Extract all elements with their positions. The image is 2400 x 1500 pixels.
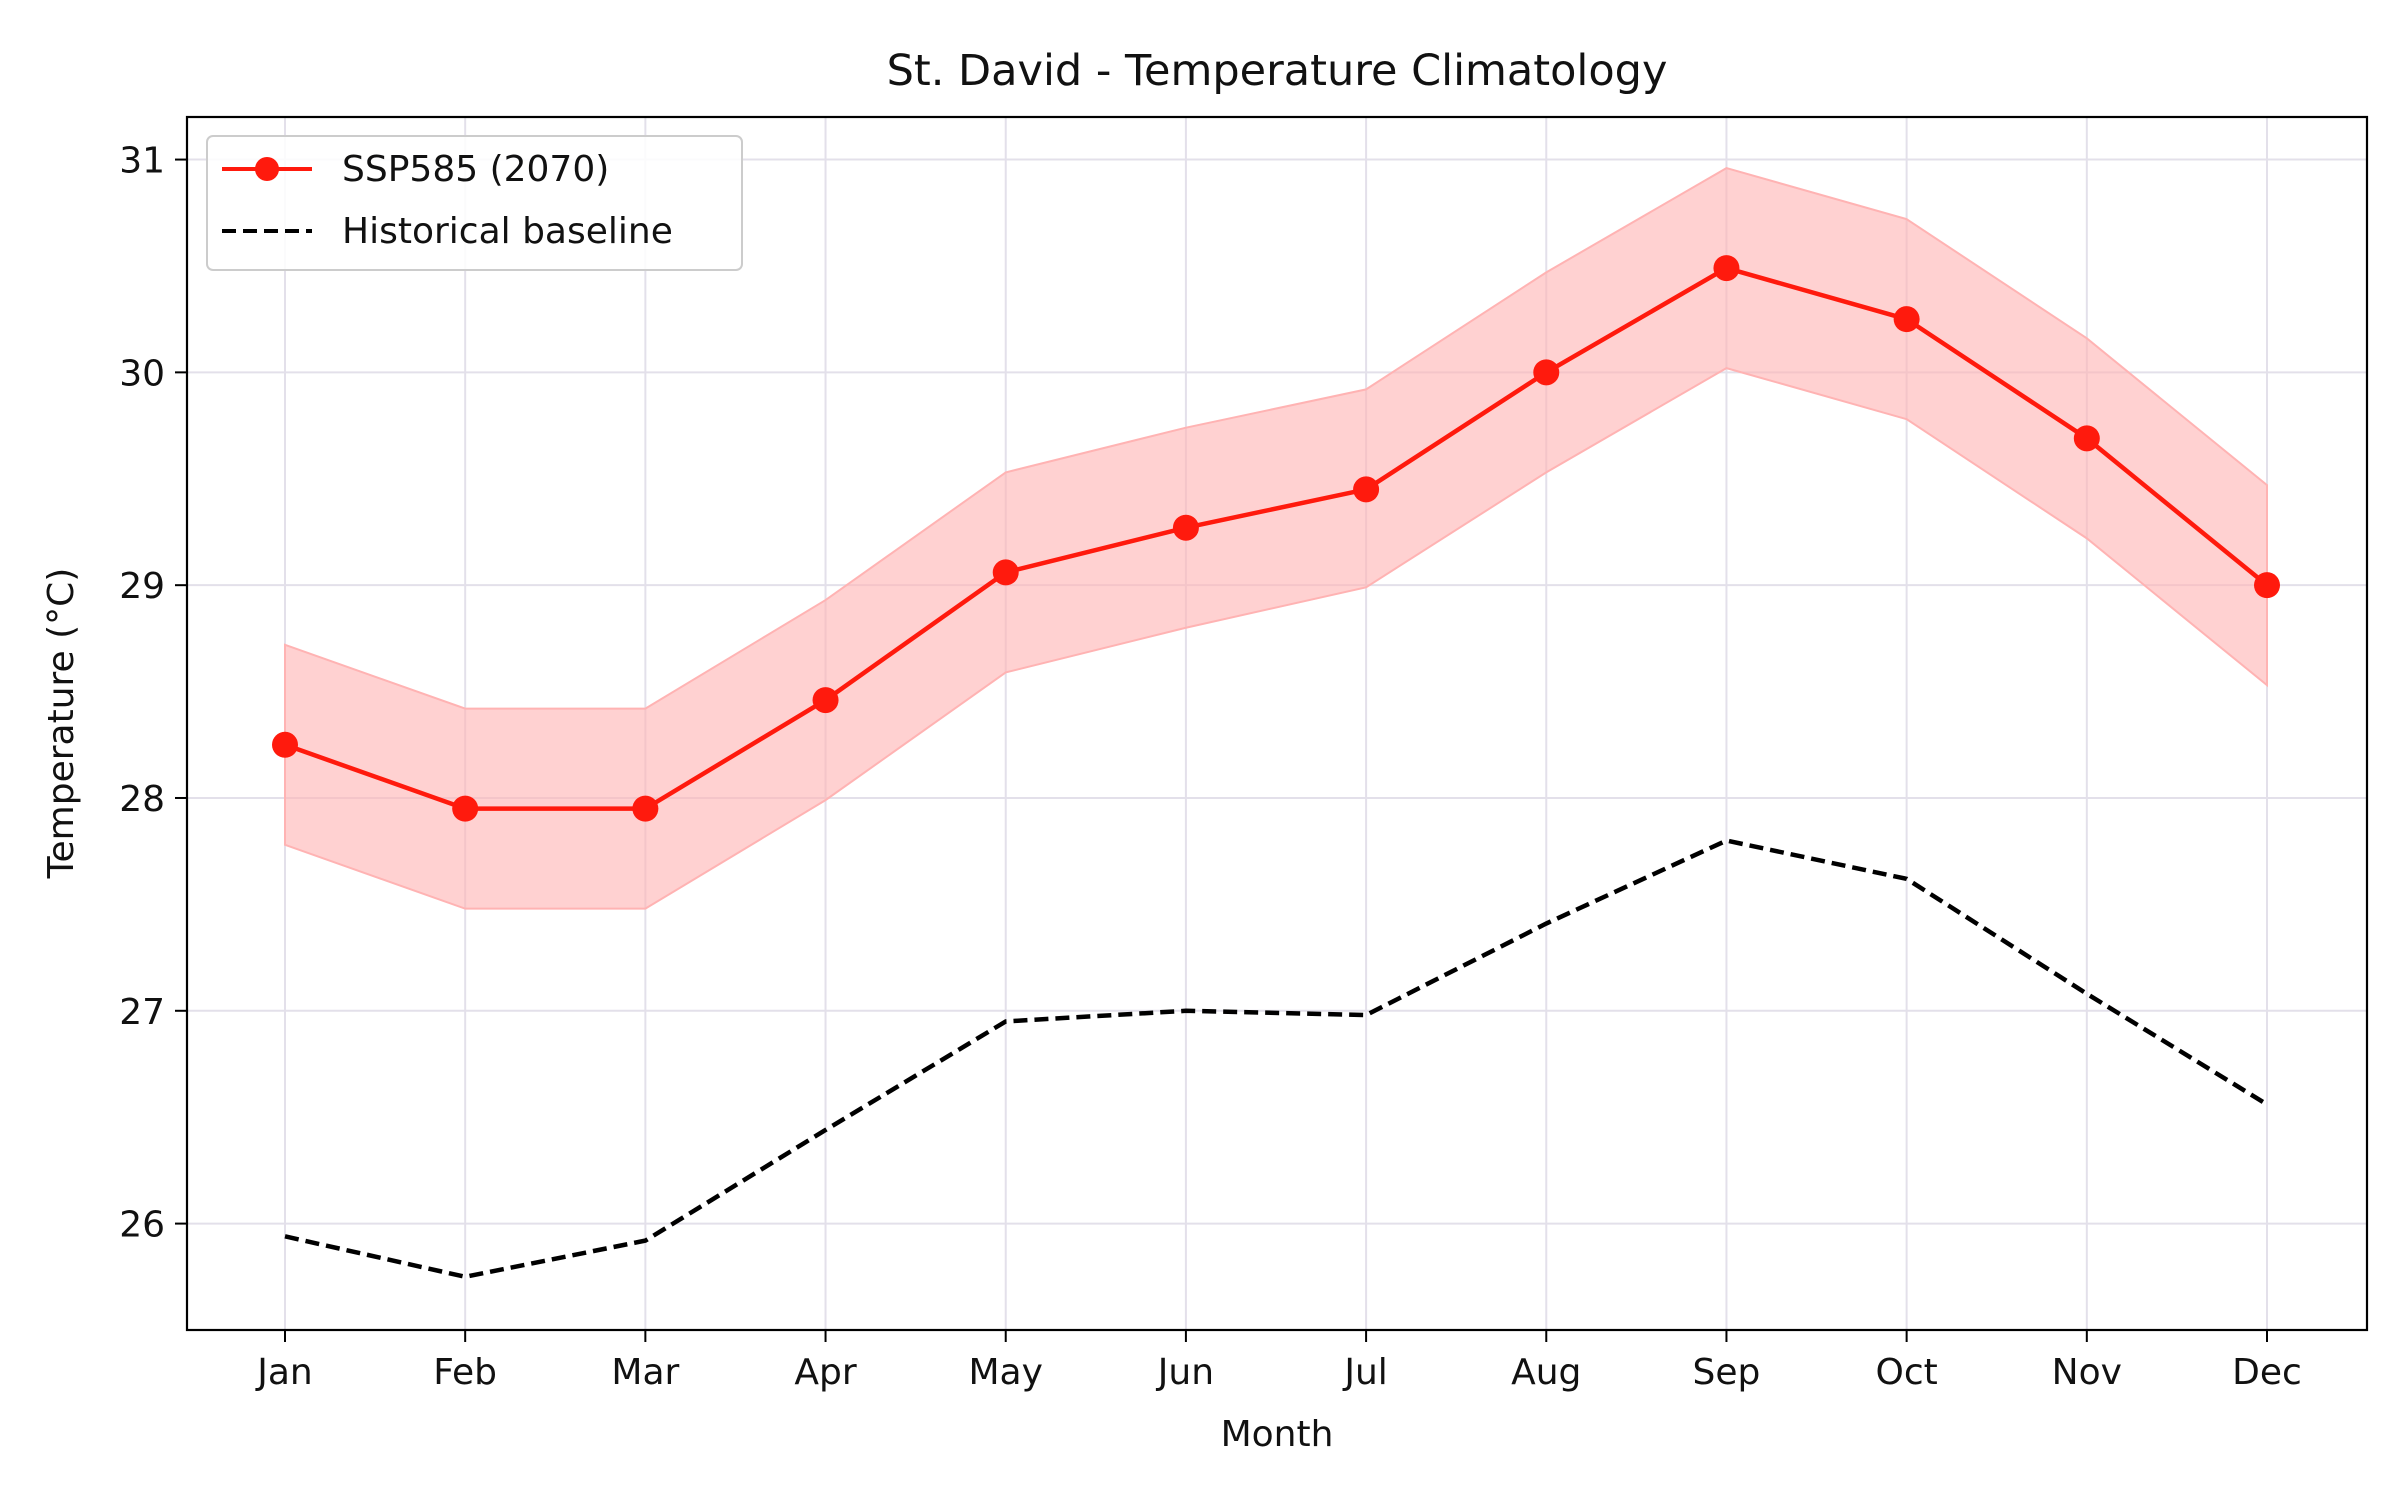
legend-ssp585-marker — [255, 157, 279, 181]
ssp585-point-jan — [272, 731, 298, 758]
ssp585-band-area — [284, 166, 2268, 910]
x-tick-label-sep: Sep — [1693, 1352, 1761, 1393]
legend-box — [206, 135, 743, 271]
y-axis-label: Temperature (°C) — [41, 568, 82, 880]
ssp585-point-mar — [632, 795, 659, 822]
chart-title: St. David - Temperature Climatology — [887, 46, 1668, 96]
ssp585-point-may — [992, 559, 1019, 586]
y-tick-label-29: 29 — [119, 566, 165, 607]
y-tick-label-31: 31 — [119, 141, 165, 182]
ssp585-point-jun — [1172, 514, 1199, 541]
x-tick-label-oct: Oct — [1876, 1352, 1938, 1393]
x-tick-label-aug: Aug — [1511, 1352, 1581, 1393]
ssp585-markers — [272, 255, 2280, 822]
x-tick-label-jan: Jan — [255, 1352, 313, 1393]
ssp585-point-sep — [1713, 255, 1740, 282]
ssp585-point-jul — [1353, 476, 1380, 503]
ssp585-point-dec — [2254, 572, 2280, 599]
legend-historical-label: Historical baseline — [342, 211, 673, 252]
ssp585-uncertainty-band — [284, 166, 2268, 910]
x-tick-label-apr: Apr — [794, 1352, 856, 1393]
x-tick-label-jul: Jul — [1342, 1352, 1387, 1393]
x-tick-label-jun: Jun — [1156, 1352, 1214, 1393]
ssp585-point-oct — [1893, 306, 1920, 333]
legend-ssp585-label: SSP585 (2070) — [342, 149, 609, 190]
y-axis-ticks: 26 27 28 29 30 31 — [119, 141, 187, 1246]
ssp585-point-nov — [2073, 425, 2100, 452]
x-axis-ticks: Jan Feb Mar Apr May Jun Jul Aug Sep Oct Nov Dec — [255, 1330, 2302, 1393]
x-tick-label-feb: Feb — [433, 1352, 497, 1393]
x-tick-label-nov: Nov — [2052, 1352, 2122, 1393]
series-lines — [284, 265, 2269, 1280]
x-tick-label-may: May — [969, 1352, 1043, 1393]
x-tick-label-dec: Dec — [2232, 1352, 2302, 1393]
y-tick-label-26: 26 — [119, 1205, 165, 1246]
legend: SSP585 (2070) Historical baseline — [206, 135, 743, 271]
ssp585-point-feb — [452, 795, 479, 822]
y-tick-label-28: 28 — [119, 779, 165, 820]
ssp585-line — [284, 265, 2269, 811]
ssp585-point-apr — [812, 687, 839, 714]
x-axis-label: Month — [1221, 1414, 1334, 1455]
x-tick-label-mar: Mar — [611, 1352, 679, 1393]
y-tick-label-30: 30 — [119, 353, 165, 394]
ssp585-point-aug — [1533, 359, 1560, 386]
historical-baseline-line — [284, 838, 2269, 1280]
y-tick-label-27: 27 — [119, 992, 165, 1033]
plot-frame — [185, 115, 2369, 1332]
